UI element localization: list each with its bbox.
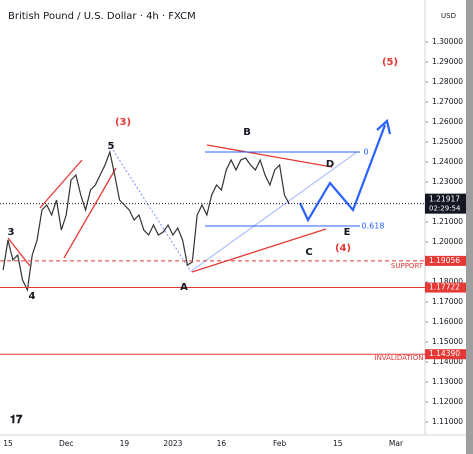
y-tick-label: 1.11000 (432, 417, 463, 426)
last-price-label: 1.21917 (429, 195, 460, 204)
y-tick-label: 1.23000 (432, 177, 463, 186)
chart-title: British Pound / U.S. Dollar · 4h · FXCM (8, 11, 196, 22)
y-tick-label: 1.16000 (432, 317, 463, 326)
annotation: D (326, 159, 334, 170)
wave-line (63, 167, 117, 259)
x-tick-label: 15 (3, 439, 13, 448)
level-price-box (425, 349, 466, 360)
y-tick-label: 1.17000 (432, 297, 463, 306)
annotation: (3) (115, 117, 131, 128)
y-tick-label: 1.20000 (432, 237, 463, 246)
triangle-line (191, 228, 327, 273)
level-price-box (425, 255, 466, 266)
wave-line (7, 237, 31, 267)
annotation: 5 (108, 141, 115, 152)
level-price-label: 1.14390 (429, 349, 460, 358)
y-tick-label: 1.13000 (432, 377, 463, 386)
y-tick-label: 1.14000 (432, 357, 463, 366)
annotation: (5) (382, 57, 398, 68)
annotation: B (243, 127, 251, 138)
y-tick-label: 1.24000 (432, 157, 463, 166)
y-tick-label: 1.26000 (432, 117, 463, 126)
x-tick-label: Feb (273, 439, 287, 448)
y-tick-label: 1.28000 (432, 77, 463, 86)
level-price-label: 1.17722 (429, 283, 460, 292)
last-price-box (425, 193, 466, 214)
wave-line (39, 159, 83, 209)
annotation: 4 (29, 291, 36, 302)
annotation: 0.618 (362, 222, 385, 231)
y-tick-label: 1.27000 (432, 97, 463, 106)
projection-arrow (376, 118, 392, 135)
y-axis-label: USD (441, 12, 456, 20)
annotation: 3 (8, 227, 15, 238)
price-line (2, 149, 290, 293)
frame-edge (466, 0, 473, 454)
countdown-label: 02:29:54 (429, 205, 461, 213)
annotation: C (305, 247, 312, 258)
y-tick-label: 1.30000 (432, 37, 463, 46)
annotation: SUPPORT (391, 262, 424, 270)
annotation: (4) (335, 243, 351, 254)
x-tick-label: 16 (217, 439, 227, 448)
annotation: INVALIDATION (375, 354, 424, 362)
y-tick-label: 1.12000 (432, 397, 463, 406)
y-tick-label: 1.21000 (432, 217, 463, 226)
y-tick-label: 1.25000 (432, 137, 463, 146)
drawings (7, 118, 392, 273)
triangle-line (206, 144, 333, 168)
x-tick-label: Dec (59, 439, 74, 448)
level-price-box (425, 282, 466, 293)
x-tick-label: 15 (333, 439, 343, 448)
y-tick-label: 1.15000 (432, 337, 463, 346)
annotation: 0 (363, 148, 368, 157)
trend-line (189, 151, 358, 273)
x-tick-label: 2023 (163, 439, 182, 448)
logo: 𝟏𝟕 (10, 413, 23, 426)
y-tick-label: 1.18000 (432, 277, 463, 286)
annotation: A (180, 282, 188, 293)
projection-path (299, 124, 387, 223)
x-tick-label: Mar (389, 439, 404, 448)
plot (2, 149, 290, 293)
x-tick-label: 19 (120, 439, 130, 448)
y-tick-label: 1.29000 (432, 57, 463, 66)
level-price-label: 1.19056 (429, 256, 460, 265)
annotation: E (344, 227, 351, 238)
